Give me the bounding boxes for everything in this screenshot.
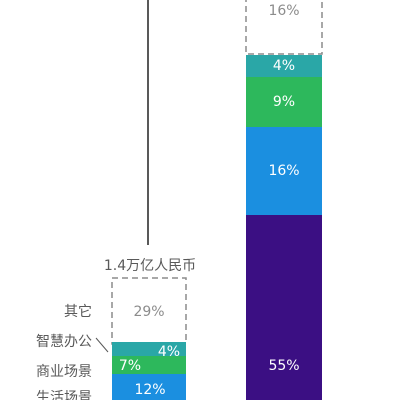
right-segment-blue-label: 16% — [268, 163, 299, 179]
office-pointer-line — [95, 337, 109, 353]
left-segment-other — [111, 277, 187, 345]
left-segment-office — [112, 342, 186, 356]
left-segment-commercial-label: 7% — [119, 358, 141, 374]
right-segment-blue — [246, 127, 322, 215]
right-segment-top-dashed-label: 16% — [268, 3, 299, 19]
right-segment-purple — [246, 215, 322, 400]
right-segment-green — [246, 77, 322, 127]
left-total-label: 1.4万亿人民币 — [104, 258, 196, 274]
left-segment-life — [112, 374, 186, 400]
left-segment-other-label: 29% — [133, 304, 164, 320]
left-segment-life-label: 12% — [134, 382, 165, 398]
right-segment-teal-label: 4% — [273, 58, 295, 74]
right-segment-purple-label: 55% — [268, 358, 299, 374]
right-segment-teal — [246, 55, 322, 77]
category-label-office: 智慧办公 — [36, 334, 92, 350]
category-label-other: 其它 — [64, 303, 92, 320]
right-segment-top-dashed — [245, 0, 323, 55]
category-label-life: 生活场景 — [36, 390, 92, 400]
right-segment-green-label: 9% — [273, 94, 295, 110]
category-label-commercial: 商业场景 — [36, 364, 92, 380]
left-segment-commercial — [112, 356, 186, 374]
